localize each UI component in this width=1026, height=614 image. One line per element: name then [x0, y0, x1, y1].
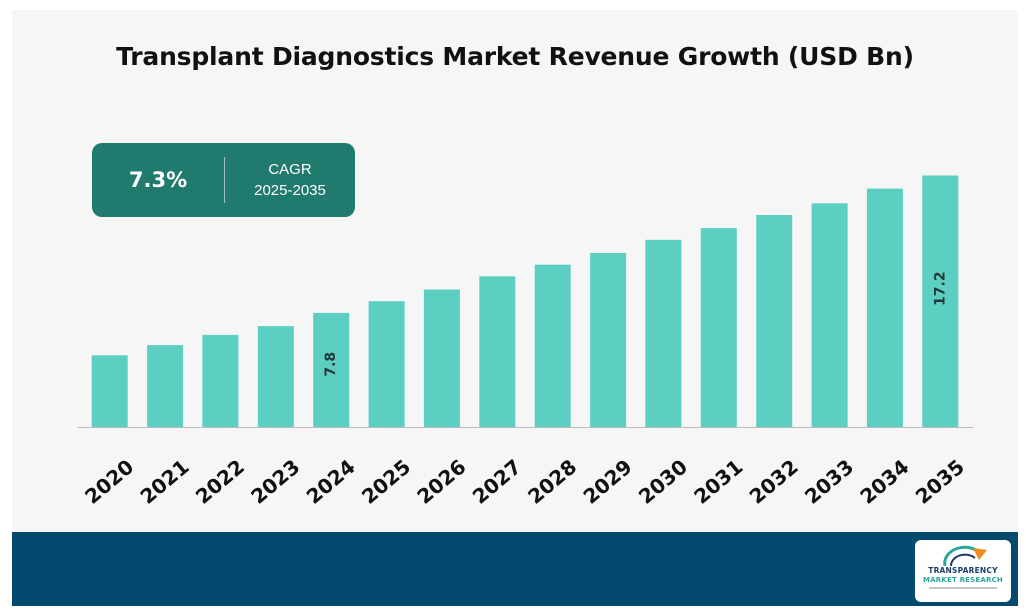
data-label-2035: 17.2 — [932, 271, 948, 306]
bar-2034 — [866, 188, 903, 427]
x-tick-label-2022: 2022 — [191, 455, 249, 509]
bar-2021 — [147, 345, 184, 427]
logo-rule — [929, 587, 997, 589]
x-tick-label-2023: 2023 — [246, 455, 304, 509]
bar-2028 — [534, 264, 571, 427]
bar-2020 — [91, 355, 128, 427]
bar-2035 — [922, 175, 959, 427]
arrow-arc-logo-icon — [943, 545, 987, 567]
x-tick-label-2032: 2032 — [745, 455, 803, 509]
cagr-divider — [224, 157, 225, 203]
bar-2026 — [423, 289, 460, 427]
cagr-value: 7.3% — [128, 168, 188, 192]
bar-2023 — [257, 326, 294, 427]
bar-2031 — [700, 228, 737, 427]
data-label-2024: 7.8 — [323, 352, 339, 377]
x-tick-label-2026: 2026 — [412, 455, 470, 509]
bar-2029 — [590, 253, 627, 427]
footer-band — [12, 532, 1018, 606]
cagr-callout: 7.3% CAGR 2025-2035 — [92, 143, 355, 217]
bar-2030 — [645, 239, 682, 427]
x-tick-label-2024: 2024 — [302, 455, 360, 509]
x-tick-label-2028: 2028 — [523, 455, 581, 509]
cagr-label-group: CAGR 2025-2035 — [230, 159, 350, 201]
bar-2022 — [202, 334, 239, 427]
x-tick-label-2035: 2035 — [911, 455, 969, 509]
x-tick-label-2029: 2029 — [579, 455, 637, 509]
x-tick-labels: 2020202120222023202420252026202720282029… — [80, 455, 969, 509]
bar-2027 — [479, 276, 516, 427]
bar-group — [91, 175, 959, 427]
chart-title: Transplant Diagnostics Market Revenue Gr… — [116, 42, 914, 71]
x-tick-label-2034: 2034 — [855, 455, 913, 509]
cagr-label: CAGR — [268, 161, 312, 178]
x-tick-label-2033: 2033 — [800, 455, 858, 509]
x-tick-label-2027: 2027 — [468, 455, 526, 509]
bar-chart-plot: 2020202120222023202420252026202720282029… — [78, 175, 974, 509]
x-tick-label-2030: 2030 — [634, 455, 692, 509]
chart-frame: Transplant Diagnostics Market Revenue Gr… — [12, 10, 1018, 606]
data-labels: 7.8 17.2 — [323, 271, 948, 376]
bar-2033 — [811, 203, 848, 427]
logo-text-primary: TRANSPARENCY — [928, 566, 998, 575]
bar-2025 — [368, 301, 405, 427]
logo-text-secondary: MARKET RESEARCH — [923, 576, 1003, 584]
x-tick-label-2025: 2025 — [357, 455, 415, 509]
x-tick-label-2020: 2020 — [80, 455, 138, 509]
company-logo: TRANSPARENCY MARKET RESEARCH — [915, 540, 1011, 602]
bar-2024 — [313, 312, 350, 427]
x-tick-label-2031: 2031 — [689, 455, 747, 509]
cagr-period: 2025-2035 — [254, 182, 326, 199]
bar-2032 — [756, 215, 793, 427]
x-tick-label-2021: 2021 — [136, 455, 194, 509]
